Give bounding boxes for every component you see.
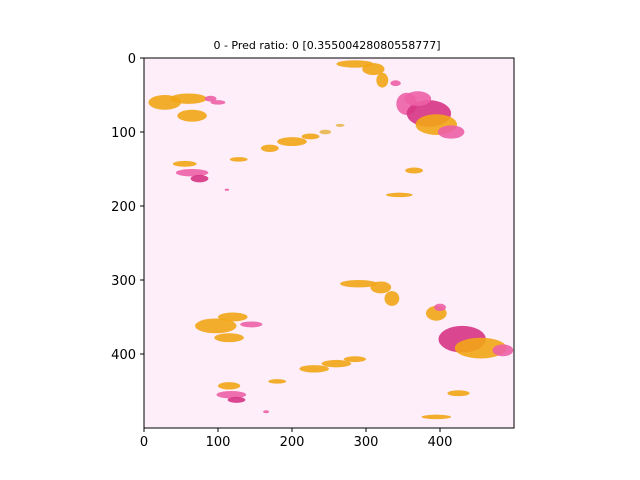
plot-frame [143, 57, 515, 429]
y-tick-label: 0 [128, 52, 136, 67]
region-8 [229, 157, 248, 162]
y-tick-label: 400 [111, 348, 136, 363]
region-47 [263, 410, 270, 414]
region-9 [224, 188, 230, 191]
x-tick-label: 300 [354, 435, 379, 450]
region-2 [177, 109, 207, 122]
y-tick-label: 200 [111, 200, 136, 215]
y-axis: 0 100 200 300 400 [111, 52, 144, 363]
region-23 [404, 91, 432, 107]
region-28 [384, 291, 400, 306]
x-tick-label: 400 [428, 435, 453, 450]
region-24 [405, 167, 423, 174]
region-7 [190, 174, 209, 183]
region-12 [301, 133, 320, 140]
region-25 [385, 192, 413, 198]
region-13 [319, 129, 332, 135]
region-44 [268, 379, 287, 384]
region-27 [370, 281, 392, 294]
region-11 [277, 137, 307, 147]
y-tick-label: 100 [111, 126, 136, 141]
region-40 [343, 356, 366, 363]
region-38 [299, 365, 330, 373]
region-6 [175, 169, 209, 177]
region-43 [227, 396, 246, 403]
chart-title: 0 - Pred ratio: 0 [0.35500428080558777] [213, 39, 440, 52]
region-34 [434, 303, 446, 312]
region-26 [340, 280, 378, 288]
region-18 [390, 80, 401, 87]
region-22 [437, 125, 465, 139]
region-16 [362, 63, 385, 76]
x-tick-label: 0 [140, 435, 148, 450]
region-1 [169, 93, 207, 104]
region-3 [204, 95, 217, 102]
region-42 [216, 391, 247, 399]
region-32 [240, 321, 263, 328]
x-axis: 0 100 200 300 400 [140, 428, 453, 450]
x-tick-label: 200 [280, 435, 305, 450]
region-17 [376, 72, 389, 88]
region-14 [335, 123, 345, 127]
region-15 [336, 60, 374, 68]
region-36 [454, 337, 507, 359]
region-46 [421, 414, 452, 420]
region-30 [218, 312, 248, 322]
region-10 [260, 144, 279, 152]
segmentation-regions [148, 60, 514, 420]
region-41 [218, 382, 241, 390]
region-31 [214, 333, 244, 343]
region-45 [447, 390, 470, 397]
region-4 [210, 100, 226, 105]
x-tick-label: 100 [206, 435, 231, 450]
region-29 [195, 318, 237, 334]
region-39 [321, 359, 352, 368]
region-37 [492, 344, 514, 357]
y-tick-label: 300 [111, 274, 136, 289]
region-5 [172, 160, 197, 167]
